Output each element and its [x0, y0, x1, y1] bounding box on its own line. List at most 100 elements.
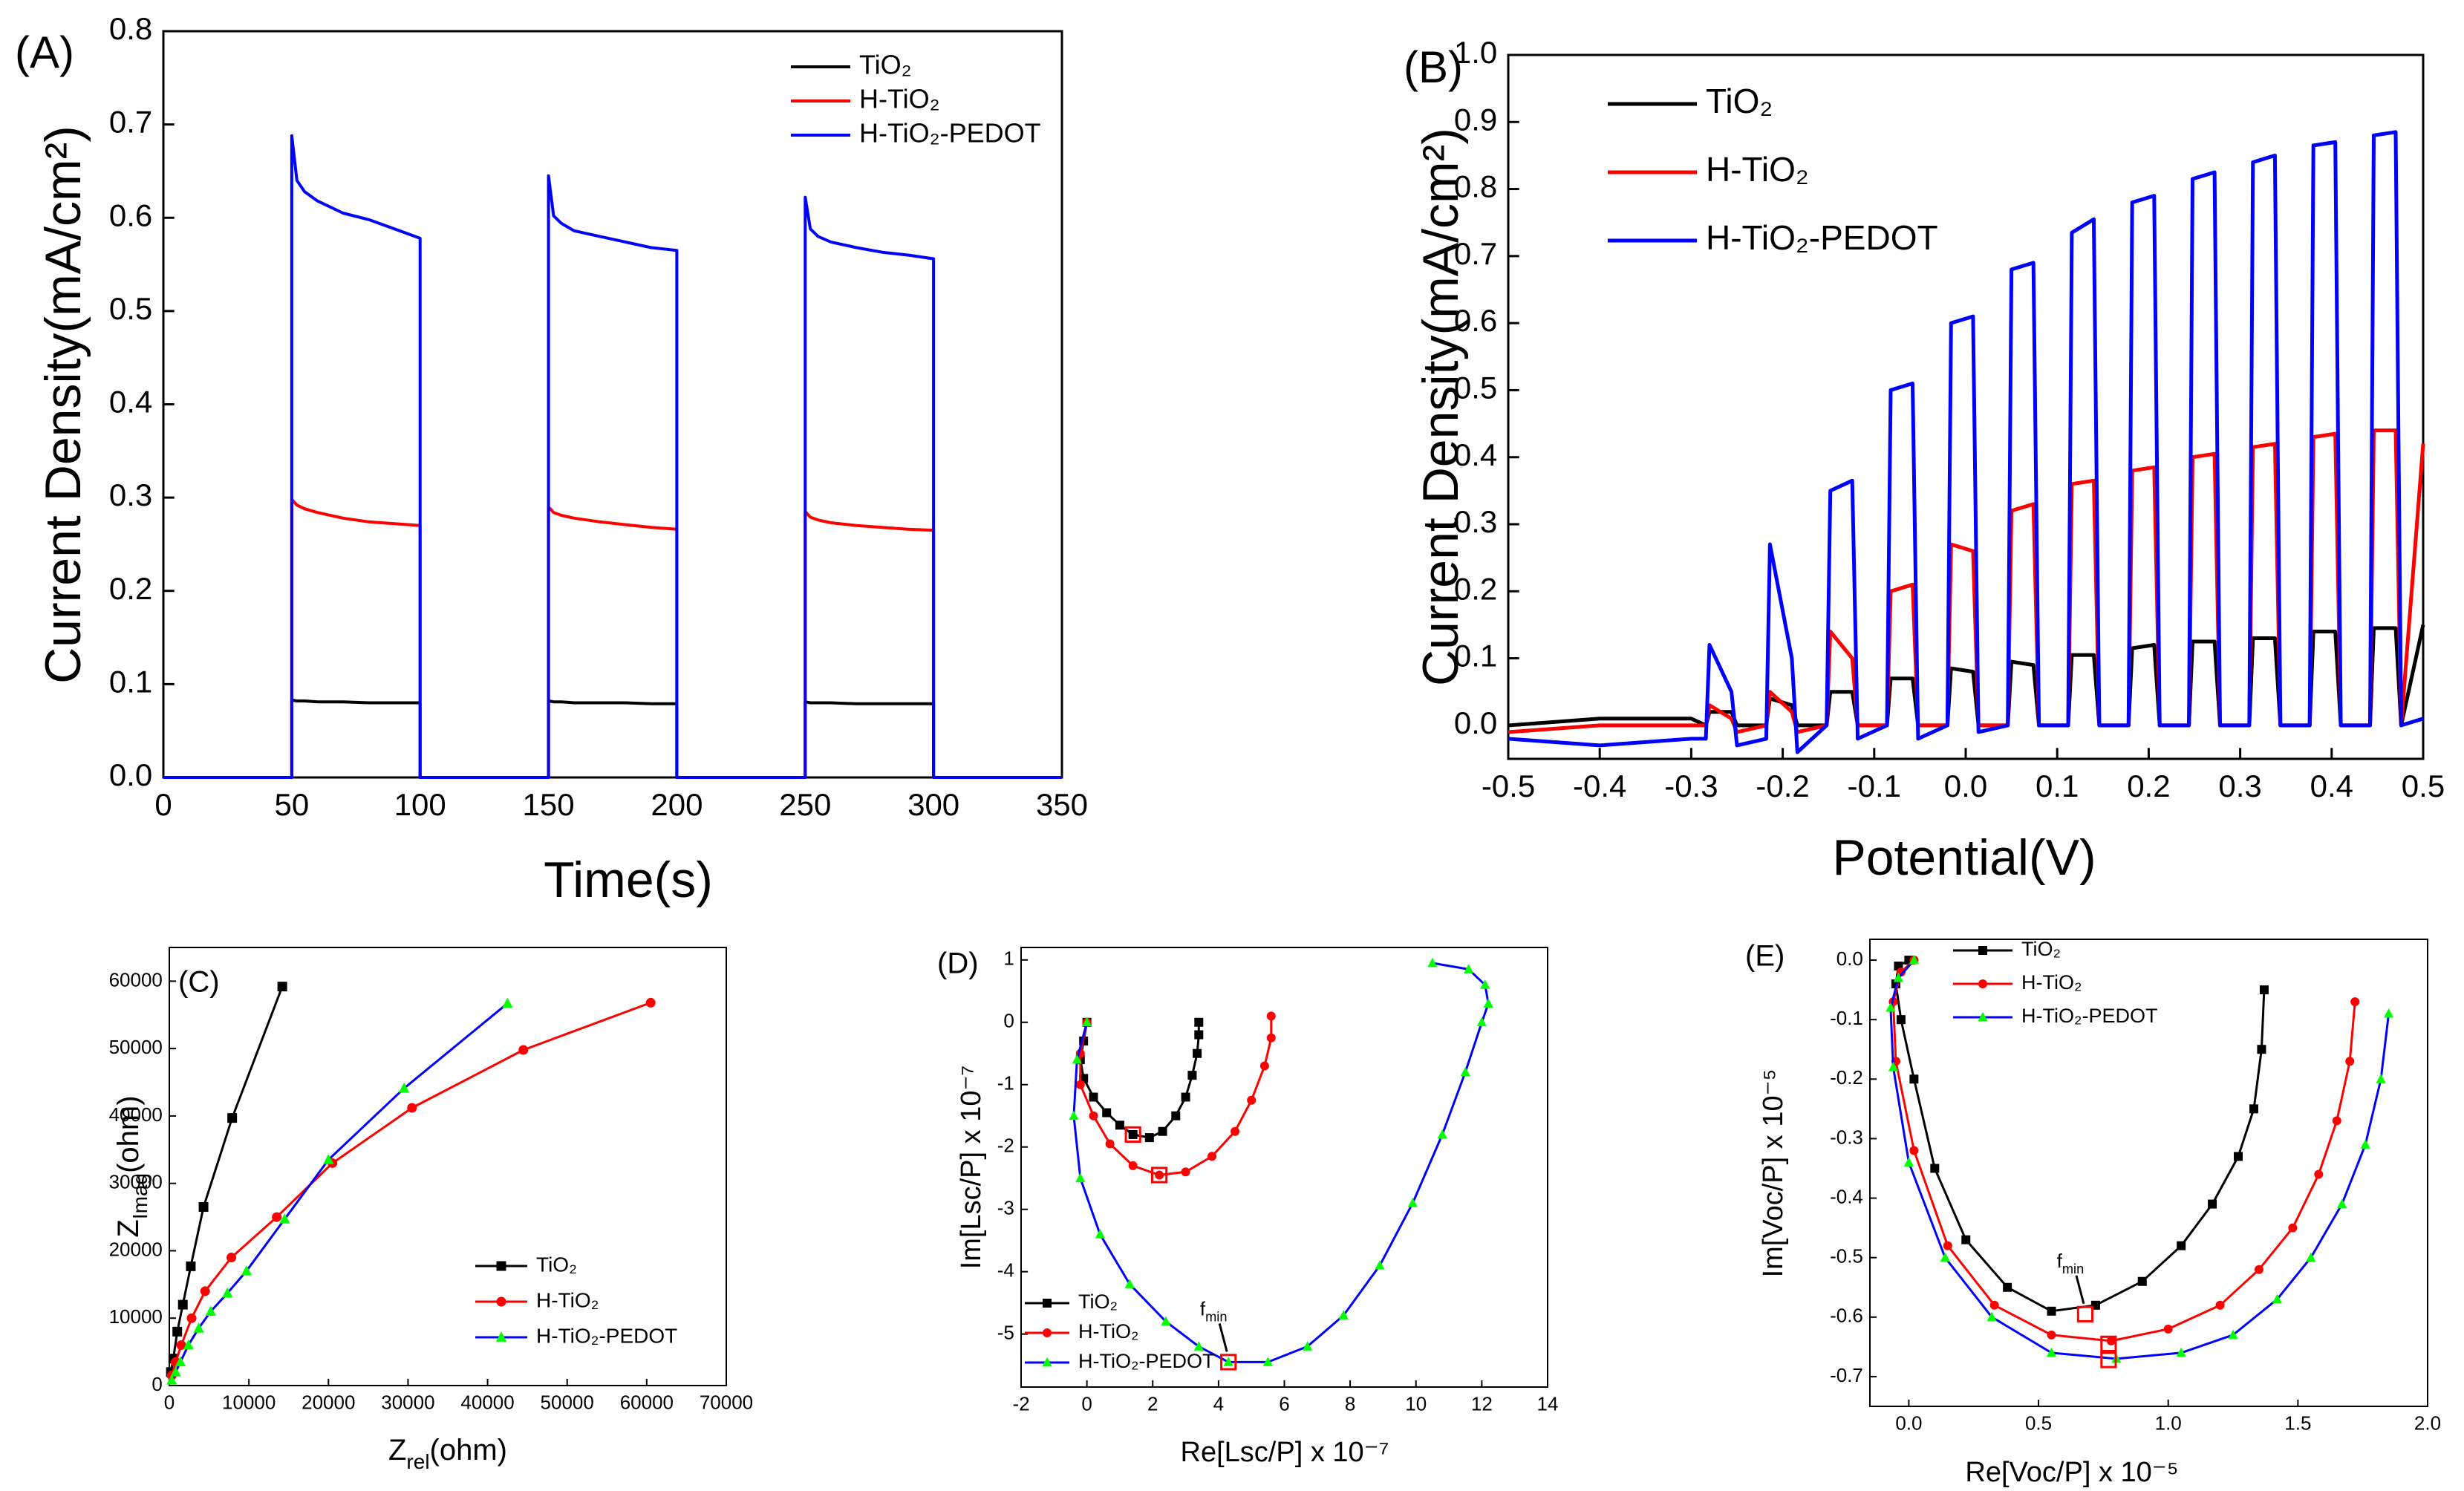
- marker: [205, 1305, 216, 1317]
- marker: [1223, 1357, 1233, 1366]
- marker: [1943, 1241, 1952, 1250]
- y-tick-label: 0.3: [1454, 504, 1497, 539]
- y-tick-label: -0.3: [1830, 1126, 1863, 1148]
- y-tick-label: 0.6: [1454, 303, 1497, 338]
- x-tick-label: 100: [394, 787, 446, 822]
- series-line: [163, 134, 1062, 779]
- y-axis-label-part: Imag: [128, 1173, 151, 1219]
- panel-label: (E): [1745, 940, 1785, 973]
- legend-label: H-TiO₂: [1078, 1320, 1138, 1342]
- marker: [200, 1286, 210, 1296]
- marker: [518, 1045, 529, 1055]
- marker: [1247, 1095, 1257, 1105]
- marker: [1375, 1260, 1385, 1270]
- marker: [2384, 1008, 2394, 1018]
- marker: [496, 1296, 506, 1307]
- annotation: fmin: [2057, 1250, 2085, 1276]
- x-tick-label: 250: [779, 787, 831, 822]
- y-tick-label: 60000: [109, 968, 163, 991]
- series-line: [170, 1002, 509, 1381]
- x-tick-label: 10: [1405, 1393, 1427, 1415]
- x-tick-label: 60000: [620, 1392, 674, 1414]
- x-axis-label-part: (ohm): [430, 1434, 507, 1466]
- marker: [1483, 998, 1493, 1008]
- marker: [1181, 1167, 1190, 1177]
- marker: [1069, 1110, 1079, 1120]
- x-tick-label: -0.2: [1756, 769, 1809, 803]
- y-tick-label: 0.0: [109, 757, 152, 792]
- y-axis-label-part: (ohm): [112, 1095, 145, 1172]
- marker: [1930, 1164, 1940, 1173]
- y-tick-label: 0.3: [109, 477, 152, 512]
- annotation: fmin: [1200, 1297, 1228, 1324]
- legend-label: TiO₂: [859, 50, 912, 80]
- legend-label: H-TiO₂-PEDOT: [536, 1324, 677, 1347]
- y-axis-label-part: Z: [112, 1219, 145, 1237]
- marker: [172, 1326, 183, 1337]
- legend-label: H-TiO₂-PEDOT: [1078, 1350, 1214, 1372]
- x-tick-label: 1.0: [2155, 1412, 2182, 1435]
- y-tick-label: 0.0: [1454, 705, 1497, 740]
- marker: [2137, 1276, 2147, 1286]
- legend-label: H-TiO₂: [859, 84, 940, 114]
- marker: [496, 1261, 506, 1271]
- y-tick-label: -0.5: [1830, 1245, 1863, 1267]
- marker: [1193, 1341, 1204, 1351]
- marker: [2376, 1074, 2386, 1083]
- y-axis-label: ZImag(ohm): [112, 1095, 151, 1237]
- marker: [279, 1213, 290, 1224]
- marker: [186, 1261, 196, 1271]
- x-tick-label: 0: [1081, 1393, 1092, 1415]
- series-line: [170, 1001, 651, 1376]
- y-tick-label: -1: [997, 1072, 1014, 1094]
- marker: [2288, 1223, 2298, 1233]
- legend-label: H-TiO₂-PEDOT: [859, 118, 1041, 149]
- y-tick-label: 0.9: [1454, 102, 1497, 137]
- marker: [2337, 1198, 2347, 1208]
- y-tick-label: -0.6: [1830, 1305, 1863, 1327]
- marker: [227, 1113, 238, 1123]
- x-tick-label: 70000: [700, 1392, 753, 1414]
- x-tick-label: 10000: [222, 1392, 276, 1414]
- marker: [1909, 954, 1919, 965]
- marker: [226, 1253, 237, 1263]
- plot-frame: [1507, 53, 2425, 760]
- marker: [1896, 1015, 1906, 1025]
- marker: [1961, 1235, 1971, 1244]
- marker: [2177, 1241, 2186, 1250]
- marker: [170, 1366, 181, 1377]
- marker: [1259, 1061, 1269, 1071]
- legend-label: TiO₂: [1706, 82, 1773, 120]
- marker: [502, 997, 513, 1008]
- x-tick-label: 0.2: [2127, 769, 2170, 803]
- marker: [1161, 1316, 1171, 1326]
- y-tick-label: 50000: [109, 1036, 163, 1058]
- y-tick-label: 0.8: [1454, 169, 1497, 204]
- series-line: [163, 698, 1062, 779]
- marker: [323, 1154, 334, 1164]
- x-tick-label: 50000: [541, 1392, 594, 1414]
- panel-label: (B): [1404, 42, 1463, 92]
- marker: [2106, 1336, 2116, 1345]
- annotation-part: f: [1200, 1297, 1206, 1319]
- marker: [2003, 1282, 2012, 1292]
- marker: [1082, 1017, 1092, 1027]
- marker: [1124, 1279, 1135, 1288]
- marker: [2163, 1324, 2173, 1334]
- y-tick-label: -0.2: [1830, 1066, 1863, 1089]
- marker: [1476, 1017, 1487, 1027]
- marker: [2047, 1306, 2056, 1316]
- x-tick-label: 0.0: [1895, 1412, 1922, 1435]
- marker: [1128, 1161, 1138, 1170]
- marker: [1194, 1017, 1204, 1027]
- series-line: [1508, 624, 2425, 728]
- marker: [1115, 1120, 1124, 1130]
- marker: [186, 1313, 197, 1323]
- panel-label: (A): [15, 27, 74, 77]
- series-line: [1508, 130, 2424, 754]
- marker: [1155, 1170, 1164, 1180]
- marker: [2176, 1347, 2186, 1357]
- marker: [1043, 1299, 1052, 1308]
- marker: [175, 1356, 186, 1367]
- y-tick-label: 0: [151, 1373, 162, 1395]
